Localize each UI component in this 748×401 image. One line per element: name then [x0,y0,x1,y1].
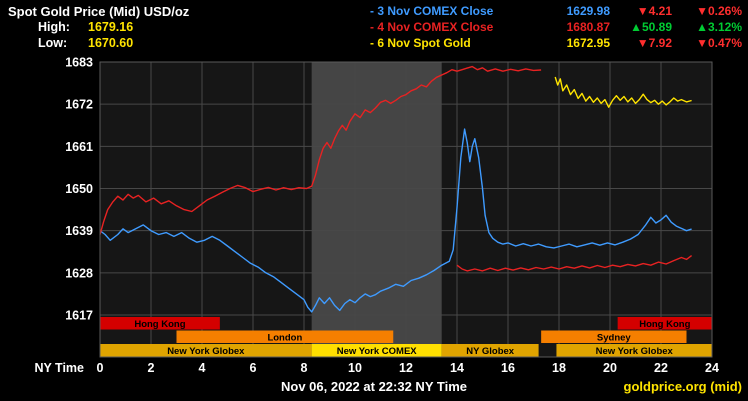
x-tick-label: 22 [654,361,668,375]
session-bar-label: New York Globex [167,346,245,357]
y-tick-label: 1661 [65,140,93,154]
session-bar-label: London [267,333,302,344]
low-row: Low: 1670.60 [38,36,133,50]
x-tick-label: 0 [97,361,104,375]
legend-pct-3nov: ▼0.26% [696,4,742,18]
legend-value-4nov: 1680.87 [566,20,610,34]
x-tick-label: 14 [450,361,464,375]
x-tick-label: 16 [501,361,515,375]
x-tick-label: 6 [250,361,257,375]
series-legend: - 3 Nov COMEX Close 1629.98 ▼4.21 ▼0.26%… [370,4,742,50]
session-bar-label: Sydney [597,333,632,344]
session-bar [176,330,394,343]
chart-timestamp: Nov 06, 2022 at 22:32 NY Time [281,379,467,394]
y-tick-label: 1628 [65,266,93,280]
session-bar-label: New York COMEX [337,346,418,357]
legend-label-3nov: - 3 Nov COMEX Close [370,4,494,18]
x-tick-label: 18 [552,361,566,375]
session-bar [100,344,312,357]
legend-pct-4nov: ▲3.12% [696,20,742,34]
y-tick-label: 1672 [65,98,93,112]
high-label: High: [38,20,70,34]
low-label: Low: [38,36,68,50]
series-line-6-nov-spot [554,76,692,108]
low-value: 1670.60 [88,36,134,50]
x-tick-label: 8 [301,361,308,375]
legend-change-4nov: ▲50.89 [630,20,672,34]
comex-session-band [311,62,442,357]
high-row: High: 1679.16 [38,20,133,34]
x-tick-label: 12 [399,361,413,375]
session-bar-label: NY Globex [466,346,515,357]
legend-label-6nov: - 6 Nov Spot Gold [370,36,471,50]
legend-value-6nov: 1672.95 [566,36,610,50]
y-tick-label: 1683 [65,56,93,70]
x-tick-label: 24 [705,361,719,375]
session-bar-label: Hong Kong [639,319,690,330]
series-line-4-nov-comex [99,65,542,235]
series-line-3-nov-comex [99,128,692,313]
series-line-4-nov-comex-evening [456,255,693,272]
plot-frame [99,61,713,358]
chart-title: Spot Gold Price (Mid) USD/oz [8,4,190,19]
x-tick-label: 4 [199,361,206,375]
session-bar [441,344,539,357]
session-bar [311,344,442,357]
legend-pct-6nov: ▼0.47% [696,36,742,50]
session-bar-label: Hong Kong [134,319,185,330]
legend-change-6nov: ▼7.92 [636,36,672,50]
session-bar [100,317,220,330]
legend-value-3nov: 1629.98 [566,4,610,18]
source-credit: goldprice.org (mid) [623,379,742,394]
y-tick-label: 1639 [65,224,93,238]
session-bar [541,330,687,343]
session-bar [556,344,712,357]
legend-label-4nov: - 4 Nov COMEX Close [370,20,494,34]
y-tick-label: 1650 [65,182,93,196]
x-tick-label: 2 [148,361,155,375]
legend-change-3nov: ▼4.21 [636,4,672,18]
x-tick-label: 20 [603,361,617,375]
x-tick-label: 10 [348,361,362,375]
session-bar [617,317,712,330]
session-bar-label: New York Globex [596,346,674,357]
high-value: 1679.16 [88,20,134,34]
x-axis-title: NY Time [34,361,84,375]
y-tick-label: 1617 [65,309,93,323]
